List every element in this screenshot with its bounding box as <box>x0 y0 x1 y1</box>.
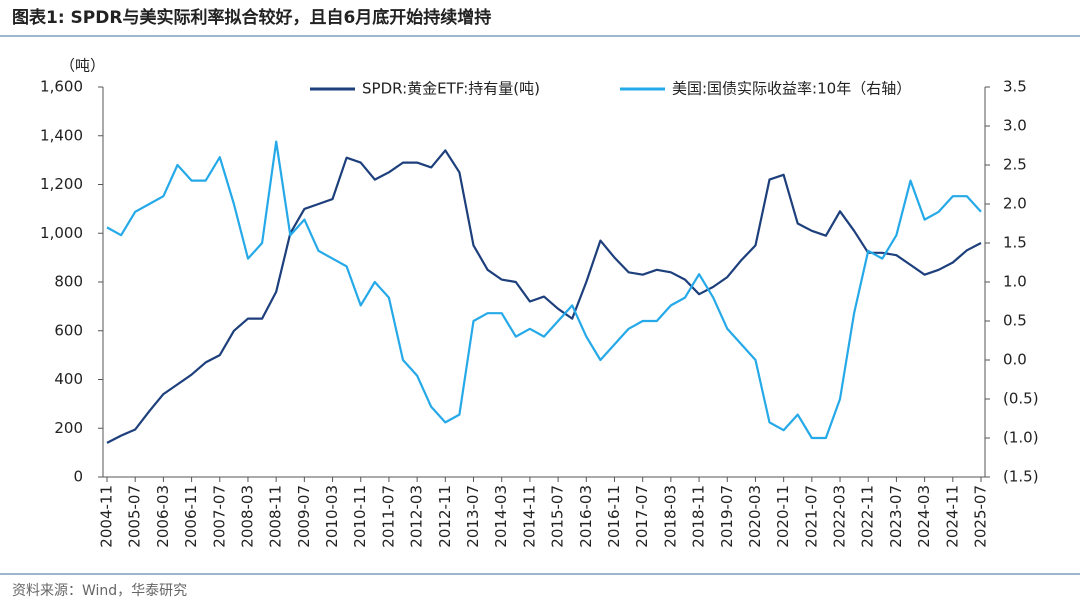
x-tick-label: 2023-07 <box>887 485 905 548</box>
x-tick-label: 2013-07 <box>464 485 482 548</box>
x-tick-label: 2025-07 <box>972 485 990 548</box>
x-tick-label: 2007-07 <box>210 485 228 548</box>
y-tick-label: 400 <box>54 370 83 388</box>
y2-tick-label: 1.5 <box>1003 234 1027 252</box>
x-tick-label: 2011-07 <box>379 485 397 548</box>
x-tick-label: 2010-11 <box>351 485 369 548</box>
y-tick-label: 1,200 <box>40 175 83 193</box>
x-tick-label: 2015-07 <box>549 485 567 548</box>
y2-tick-label: (0.5) <box>1003 390 1039 408</box>
y-tick-label: 0 <box>73 468 83 486</box>
x-tick-label: 2022-03 <box>831 485 849 548</box>
x-tick-label: 2018-11 <box>690 485 708 548</box>
y2-tick-label: 0.5 <box>1003 312 1027 330</box>
x-tick-label: 2021-07 <box>802 485 820 548</box>
legend-label: 美国:国债实际收益率:10年（右轴） <box>672 80 911 98</box>
x-tick-label: 2016-03 <box>577 485 595 548</box>
y-tick-label: 1,600 <box>40 78 83 96</box>
y2-tick-label: 3.5 <box>1003 78 1027 96</box>
x-tick-label: 2024-03 <box>915 485 933 548</box>
y-tick-label: 800 <box>54 273 83 291</box>
x-tick-label: 2019-07 <box>718 485 736 548</box>
y-tick-label: 200 <box>54 419 83 437</box>
x-tick-label: 2014-11 <box>520 485 538 548</box>
x-tick-label: 2012-03 <box>408 485 426 548</box>
x-tick-label: 2006-03 <box>154 485 172 548</box>
chart-title: 图表1: SPDR与美实际利率拟合较好，且自6月底开始持续增持 <box>12 7 491 28</box>
x-tick-label: 2006-11 <box>182 485 200 548</box>
x-tick-label: 2018-03 <box>661 485 679 548</box>
y2-tick-label: 2.5 <box>1003 156 1027 174</box>
y-tick-label: 1,000 <box>40 224 83 242</box>
y2-tick-label: (1.5) <box>1003 468 1039 486</box>
x-tick-label: 2008-11 <box>267 485 285 548</box>
x-tick-label: 2009-07 <box>295 485 313 548</box>
y2-tick-label: (1.0) <box>1003 429 1039 447</box>
y-tick-label: 1,400 <box>40 126 83 144</box>
y2-tick-label: 2.0 <box>1003 195 1027 213</box>
x-tick-label: 2004-11 <box>98 485 116 548</box>
x-tick-label: 2005-07 <box>126 485 144 548</box>
y-tick-label: 600 <box>54 321 83 339</box>
x-tick-label: 2014-03 <box>492 485 510 548</box>
legend-label: SPDR:黄金ETF:持有量(吨) <box>362 80 540 98</box>
x-tick-label: 2024-11 <box>943 485 961 548</box>
y2-tick-label: 1.0 <box>1003 273 1027 291</box>
y-axis-unit: （吨） <box>60 57 105 75</box>
x-tick-label: 2008-03 <box>238 485 256 548</box>
x-tick-label: 2017-07 <box>633 485 651 548</box>
x-tick-label: 2020-03 <box>746 485 764 548</box>
series-line <box>106 140 982 440</box>
x-tick-label: 2020-11 <box>774 485 792 548</box>
x-tick-label: 2022-11 <box>859 485 877 548</box>
y2-tick-label: 0.0 <box>1003 351 1027 369</box>
x-tick-label: 2016-11 <box>605 485 623 548</box>
source: 资料来源：Wind，华泰研究 <box>12 583 187 599</box>
series-line <box>106 149 982 444</box>
x-tick-label: 2012-11 <box>436 485 454 548</box>
x-tick-label: 2010-03 <box>323 485 341 548</box>
y2-tick-label: 3.0 <box>1003 117 1027 135</box>
